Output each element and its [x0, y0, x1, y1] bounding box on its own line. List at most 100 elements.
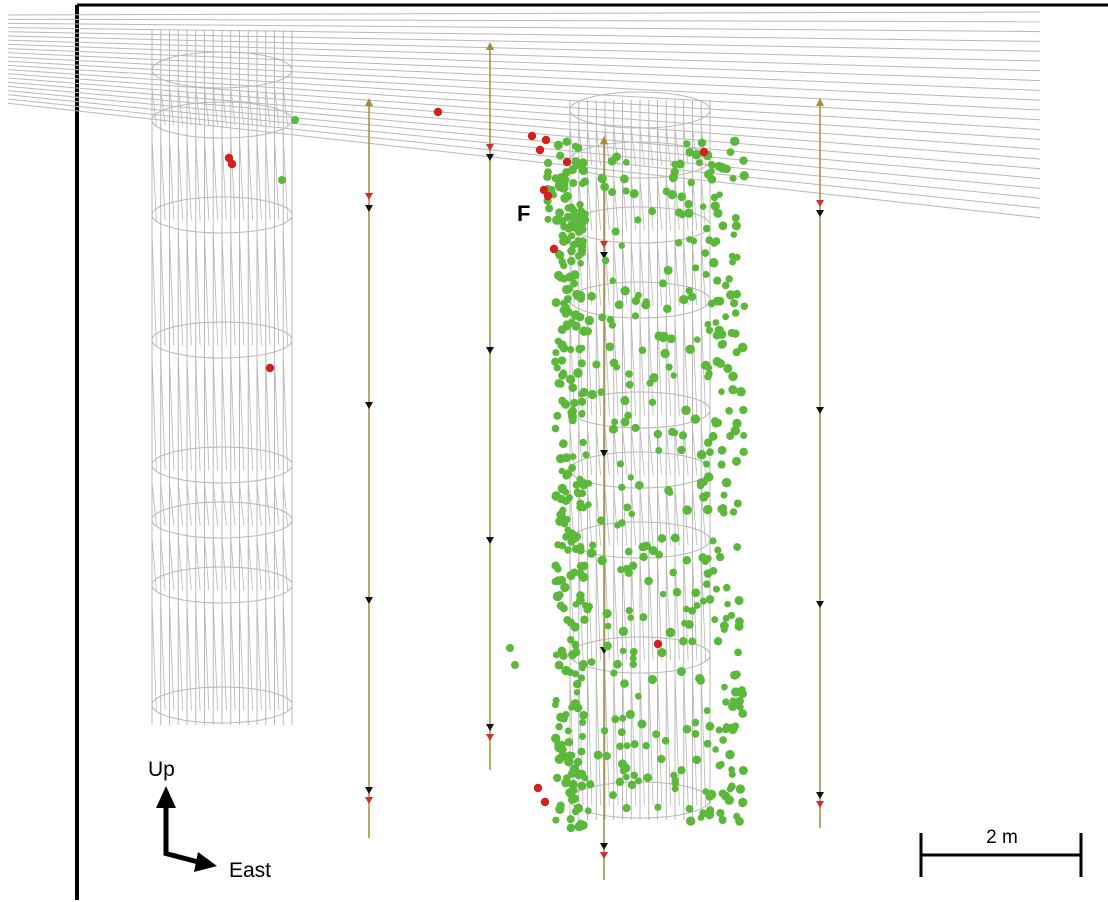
- cylinder-hatch: [639, 672, 645, 806]
- event-point-green: [628, 510, 636, 518]
- cylinder-hatch: [274, 87, 280, 126]
- event-point-green: [572, 481, 581, 489]
- event-point-green: [553, 411, 562, 420]
- event-point-green: [684, 199, 693, 209]
- cylinder-hatch: [700, 672, 707, 806]
- event-point-green: [597, 388, 606, 396]
- event-point-green: [553, 773, 562, 783]
- event-point-green: [681, 405, 691, 416]
- cylinder-hatch: [595, 177, 602, 231]
- cylinder-hatch: [160, 602, 166, 711]
- event-point-green: [609, 791, 617, 800]
- cylinder-hatch: [186, 87, 192, 126]
- event-point-green: [608, 188, 617, 197]
- cylinder-hatch: [177, 137, 184, 221]
- event-point-green: [725, 275, 733, 283]
- event-point-green: [568, 464, 577, 472]
- cylinder-hatch: [204, 137, 210, 221]
- event-point-green: [562, 488, 570, 496]
- scale-bar: 2 m: [919, 827, 1083, 877]
- event-point-green: [620, 174, 629, 184]
- cylinder-hatch: [265, 537, 271, 591]
- tunnel-line: [7, 98, 1041, 209]
- cylinder-hatch: [177, 232, 184, 346]
- event-point-green: [735, 696, 744, 706]
- event-point-green: [555, 208, 564, 218]
- sensor-marker-red: [816, 801, 824, 808]
- cylinder-hatch: [195, 137, 201, 221]
- event-point-green: [700, 478, 708, 486]
- event-point-green: [567, 795, 577, 804]
- event-points: [224, 107, 749, 833]
- event-point-green: [709, 537, 717, 545]
- event-point-green: [670, 167, 680, 177]
- event-point-green: [679, 294, 689, 305]
- event-point-green: [688, 606, 697, 615]
- event-point-green: [573, 368, 583, 378]
- event-point-green: [560, 299, 568, 308]
- event-point-green: [608, 424, 618, 434]
- event-point-green: [729, 258, 736, 266]
- event-point-green: [622, 564, 631, 573]
- cylinder-hatch: [692, 317, 698, 416]
- event-point-green: [291, 116, 299, 124]
- event-point-green: [639, 613, 648, 622]
- event-point-green: [597, 516, 606, 525]
- event-point-green: [691, 718, 700, 727]
- cylinder-hatch: [151, 137, 157, 221]
- cylinder-hatch: [648, 672, 654, 806]
- event-point-green: [716, 359, 726, 368]
- cylinder-hatch: [639, 487, 645, 546]
- event-point-green: [570, 568, 579, 577]
- event-point-green: [685, 286, 693, 295]
- event-point-green: [657, 754, 666, 764]
- event-point-green: [506, 644, 514, 652]
- event-point-green: [576, 569, 585, 578]
- event-point-green: [719, 621, 729, 631]
- event-point-green: [566, 823, 576, 833]
- event-point-green: [648, 545, 658, 556]
- event-point-green: [615, 777, 625, 787]
- event-point-green: [589, 541, 597, 549]
- event-point-green: [733, 543, 742, 551]
- cylinder-hatch: [186, 357, 192, 471]
- cylinder-hatch: [169, 357, 175, 471]
- sensor-marker-black: [600, 843, 608, 850]
- event-point-green: [552, 816, 560, 824]
- event-point-green: [705, 721, 715, 731]
- event-point-green: [692, 755, 702, 765]
- event-point-green: [628, 561, 638, 570]
- event-point-green: [713, 636, 723, 646]
- event-point-green: [678, 210, 686, 219]
- event-point-green: [663, 265, 673, 275]
- event-point-green: [687, 178, 695, 187]
- cylinder-hatch: [239, 537, 245, 591]
- event-point-red: [653, 639, 663, 649]
- event-point-green: [554, 378, 564, 388]
- cylinder-hatch: [622, 427, 628, 476]
- cylinder-hatch: [169, 137, 175, 221]
- event-point-green: [552, 696, 560, 704]
- event-point-green: [731, 329, 740, 338]
- event-point-green: [664, 486, 673, 495]
- event-point-green: [551, 298, 561, 307]
- east-arrowhead-icon: [194, 852, 217, 872]
- cylinder-hatch: [665, 487, 672, 546]
- cylinder-hatch: [604, 317, 610, 416]
- event-point-green: [679, 637, 688, 646]
- event-point-green: [704, 809, 715, 820]
- cylinder-hatch: [186, 482, 192, 526]
- cylinder-hatch: [639, 427, 645, 476]
- event-point-green: [738, 686, 746, 694]
- event-point-green: [660, 348, 670, 359]
- event-point-green: [686, 816, 696, 826]
- cylinder-hatch: [195, 357, 201, 471]
- event-point-green: [557, 494, 566, 504]
- cylinder-hatch: [160, 87, 166, 126]
- tunnel-line: [7, 73, 1041, 150]
- sensor-marker-black: [486, 154, 494, 161]
- cylinder-hatch: [221, 232, 227, 346]
- feature-label-f: F: [517, 201, 530, 226]
- cylinder-hatch: [169, 87, 175, 126]
- cylinder-hatch: [169, 482, 175, 526]
